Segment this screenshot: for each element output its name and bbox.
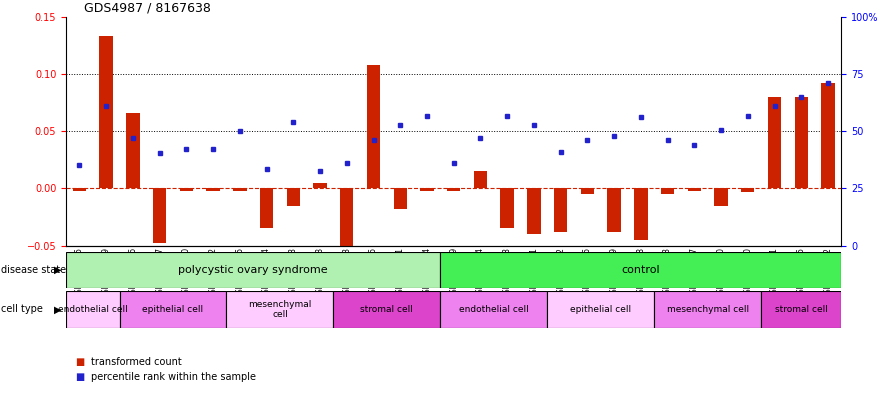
Bar — [741, 188, 754, 192]
Bar — [634, 188, 648, 240]
Bar — [581, 188, 594, 194]
Text: epithelial cell: epithelial cell — [570, 305, 632, 314]
Bar — [206, 188, 219, 191]
Bar — [440, 291, 547, 328]
Bar — [795, 97, 808, 188]
Text: polycystic ovary syndrome: polycystic ovary syndrome — [178, 265, 328, 275]
Bar — [447, 188, 461, 191]
Text: GDS4987 / 8167638: GDS4987 / 8167638 — [84, 2, 211, 15]
Bar — [500, 188, 514, 228]
Text: stromal cell: stromal cell — [360, 305, 413, 314]
Bar — [286, 188, 300, 206]
Text: mesenchymal
cell: mesenchymal cell — [248, 300, 312, 319]
Bar — [554, 188, 567, 232]
Text: disease state: disease state — [1, 265, 66, 275]
Bar — [66, 291, 120, 328]
Text: epithelial cell: epithelial cell — [143, 305, 204, 314]
Bar — [527, 188, 541, 234]
Bar — [153, 188, 167, 243]
Bar — [260, 188, 273, 228]
Bar — [314, 183, 327, 188]
Bar — [688, 188, 701, 191]
Bar — [366, 64, 381, 188]
Text: ■: ■ — [75, 356, 84, 367]
Bar — [655, 291, 761, 328]
Text: ▶: ▶ — [54, 265, 62, 275]
Bar — [226, 291, 333, 328]
Text: ▶: ▶ — [54, 305, 62, 314]
Bar — [340, 188, 353, 246]
Bar — [768, 97, 781, 188]
Text: transformed count: transformed count — [91, 356, 181, 367]
Text: cell type: cell type — [1, 305, 43, 314]
Bar — [120, 291, 226, 328]
Bar — [607, 188, 621, 232]
Bar — [66, 252, 440, 288]
Bar — [661, 188, 674, 194]
Bar — [440, 252, 841, 288]
Bar — [474, 171, 487, 188]
Text: stromal cell: stromal cell — [774, 305, 827, 314]
Text: endothelial cell: endothelial cell — [58, 305, 128, 314]
Text: endothelial cell: endothelial cell — [459, 305, 529, 314]
Bar — [547, 291, 655, 328]
Bar — [333, 291, 440, 328]
Bar — [126, 113, 139, 188]
Text: mesenchymal cell: mesenchymal cell — [667, 305, 749, 314]
Bar — [420, 188, 433, 191]
Bar — [233, 188, 247, 191]
Text: percentile rank within the sample: percentile rank within the sample — [91, 372, 255, 382]
Bar — [394, 188, 407, 209]
Text: control: control — [621, 265, 660, 275]
Text: ■: ■ — [75, 372, 84, 382]
Bar — [73, 188, 86, 191]
Bar — [714, 188, 728, 206]
Bar — [180, 188, 193, 191]
Bar — [100, 36, 113, 188]
Bar — [821, 83, 834, 188]
Bar — [761, 291, 841, 328]
